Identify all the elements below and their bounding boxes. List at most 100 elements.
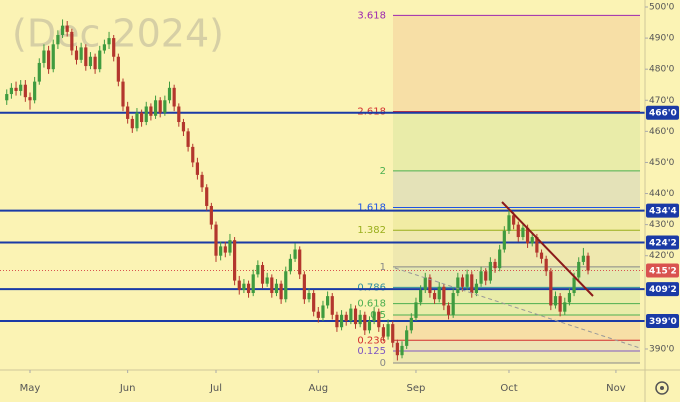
y-tick-label: 430'0 xyxy=(649,220,675,230)
settings-icon[interactable] xyxy=(655,381,669,395)
candle-body xyxy=(302,274,306,300)
candle-body xyxy=(502,230,506,250)
candle-body xyxy=(200,174,204,188)
watermark: (Dec 2024) xyxy=(12,12,224,56)
x-tick-label: Sep xyxy=(407,383,426,394)
candle-body xyxy=(107,38,111,45)
candle-body xyxy=(186,131,190,147)
fib-band xyxy=(393,15,640,112)
candle-body xyxy=(144,106,148,123)
candle-body xyxy=(112,38,116,57)
candle-body xyxy=(321,305,325,318)
candle-body xyxy=(246,283,251,294)
y-tick-label: 440'0 xyxy=(649,189,675,199)
candle-body xyxy=(363,314,367,331)
y-tick-label: 490'0 xyxy=(649,34,675,44)
candle-body xyxy=(414,302,418,318)
candle-body xyxy=(353,308,358,325)
candle-body xyxy=(298,249,302,275)
candle-body xyxy=(451,293,455,315)
candle-body xyxy=(84,47,88,67)
candle-body xyxy=(130,118,134,129)
candle-body xyxy=(23,84,27,98)
candle-body xyxy=(507,215,511,231)
candle-body xyxy=(209,205,213,225)
y-tick-label: 460'0 xyxy=(649,127,675,137)
candle-body xyxy=(558,296,562,312)
candle-body xyxy=(479,271,483,284)
candle-body xyxy=(135,112,139,129)
candle-body xyxy=(423,277,427,290)
candle-body xyxy=(149,106,153,116)
candle-body xyxy=(535,237,539,253)
candle-body xyxy=(270,277,274,294)
fib-band xyxy=(393,303,640,315)
candle-body xyxy=(358,314,362,325)
candle-body xyxy=(46,50,51,70)
candle-body xyxy=(372,311,376,322)
fib-band xyxy=(393,170,640,208)
settings-icon-dot xyxy=(660,386,664,390)
candle-body xyxy=(140,112,144,123)
candle-body xyxy=(5,94,9,101)
candle-body xyxy=(428,277,432,294)
candle-body xyxy=(544,258,548,272)
candles xyxy=(5,19,590,361)
fib-label: 0.618 xyxy=(357,299,386,310)
candle-body xyxy=(102,44,106,51)
candle-body xyxy=(42,50,46,63)
candle-body xyxy=(172,87,176,107)
candle-body xyxy=(14,87,18,91)
candle-body xyxy=(349,308,353,322)
candle-body xyxy=(121,81,125,107)
candle-body xyxy=(195,162,200,175)
candle-body xyxy=(191,146,195,163)
candle-body xyxy=(79,47,83,60)
y-tick-label: 420'0 xyxy=(649,251,675,261)
x-tick-label: Jun xyxy=(119,383,136,394)
price-level-label: 466'0 xyxy=(649,109,677,119)
candle-body xyxy=(326,296,330,306)
x-tick-label: Aug xyxy=(309,383,329,394)
candle-body xyxy=(493,261,497,269)
candle-body xyxy=(37,62,41,82)
candle-body xyxy=(377,311,381,328)
candle-body xyxy=(465,274,469,287)
candle-body xyxy=(446,305,451,315)
candle-body xyxy=(312,293,316,312)
candle-body xyxy=(567,293,572,303)
x-tick-label: Oct xyxy=(500,383,517,394)
fib-label: 1.618 xyxy=(357,203,386,214)
candle-body xyxy=(181,122,186,132)
candle-body xyxy=(74,50,79,60)
candle-body xyxy=(400,345,404,356)
y-tick-label: 470'0 xyxy=(649,96,675,106)
x-tick-label: Jul xyxy=(209,383,222,394)
trendline xyxy=(501,201,594,297)
candle-body xyxy=(586,255,590,271)
candle-body xyxy=(512,215,516,225)
candle-body xyxy=(51,44,55,70)
candle-body xyxy=(256,265,260,275)
candle-body xyxy=(395,342,399,356)
candle-body xyxy=(260,265,265,284)
candle-body xyxy=(474,283,479,294)
fib-label: 0.786 xyxy=(357,282,386,293)
fib-band xyxy=(393,111,640,171)
candle-body xyxy=(33,81,37,101)
candle-body xyxy=(228,240,232,253)
fib-label: 0 xyxy=(380,358,386,369)
candle-body xyxy=(9,87,13,95)
price-level-box xyxy=(646,314,679,329)
price-level-label: 434'4 xyxy=(649,207,677,217)
candle-body xyxy=(530,237,534,244)
fib-label: 0.125 xyxy=(357,346,386,357)
candle-body xyxy=(28,97,32,101)
price-level-box xyxy=(646,235,679,250)
candle-body xyxy=(153,100,158,116)
last-price-label: 415'2 xyxy=(649,266,677,276)
candle-body xyxy=(498,249,502,269)
candle-body xyxy=(409,317,413,331)
fib-band xyxy=(393,340,640,351)
